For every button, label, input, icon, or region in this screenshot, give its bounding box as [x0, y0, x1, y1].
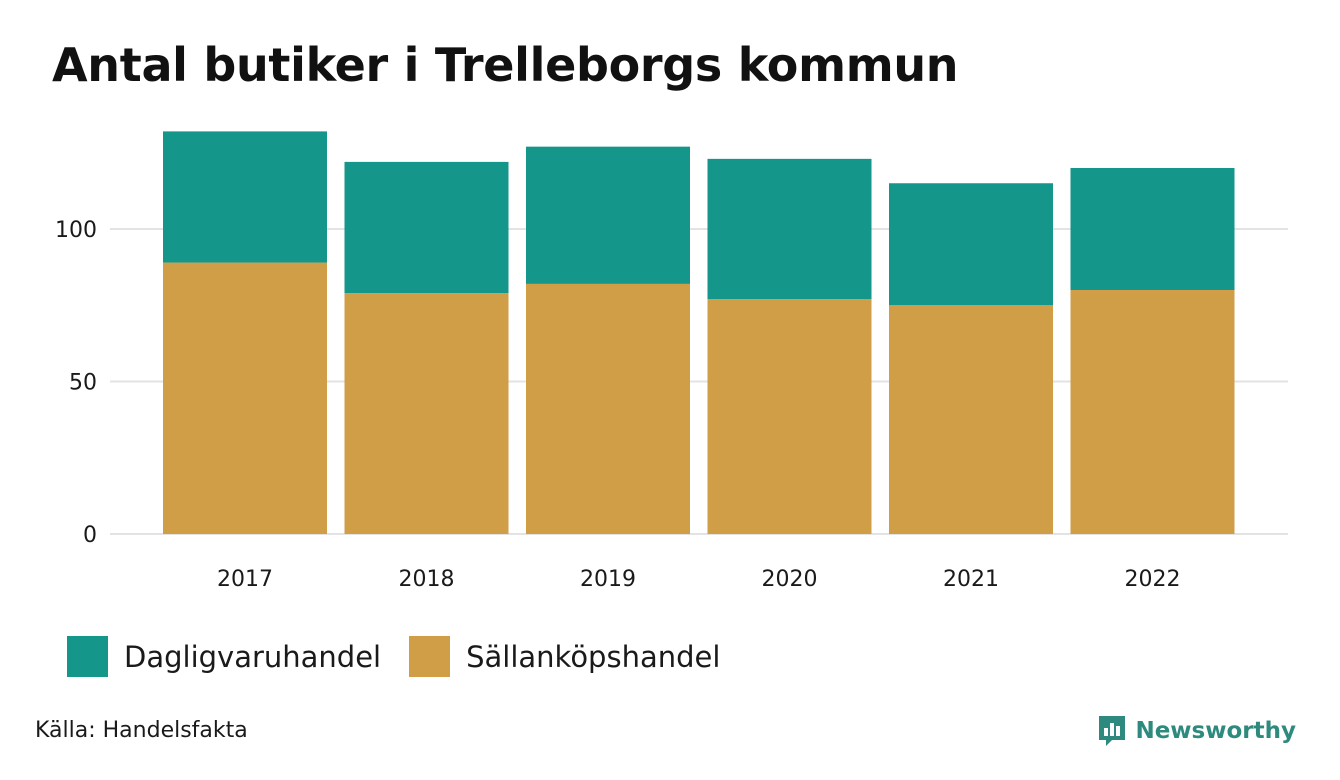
bar-2020-sallankopshandel	[707, 299, 872, 534]
legend-label-dagligvaruhandel: Dagligvaruhandel	[124, 639, 382, 674]
x-tick-label: 2017	[217, 567, 273, 592]
source-note: Källa: Handelsfakta	[35, 718, 248, 743]
legend-item-sallankopshandel: Sällanköpshandel	[409, 636, 720, 677]
bar-2020-dagligvaruhandel	[707, 158, 872, 300]
bar-2019-sallankopshandel	[526, 283, 690, 534]
bar-2017-dagligvaruhandel	[163, 131, 327, 263]
bar-2017-sallankopshandel	[163, 262, 327, 534]
legend: Dagligvaruhandel Sällanköpshandel	[67, 636, 748, 677]
legend-item-dagligvaruhandel: Dagligvaruhandel	[67, 636, 381, 677]
legend-label-sallankopshandel: Sällanköpshandel	[466, 639, 721, 674]
y-axis-ticks: 0 50 100	[55, 218, 97, 548]
x-axis-ticks: 2017 2018 2019 2020 2021 2022	[217, 567, 1181, 592]
newsworthy-chart-icon	[1099, 716, 1126, 746]
brand-name: Newsworthy	[1135, 718, 1296, 744]
bar-2021-sallankopshandel	[889, 305, 1053, 534]
x-tick-label: 2020	[762, 567, 818, 592]
chart-title: Antal butiker i Trelleborgs kommun	[52, 38, 959, 92]
y-tick-label: 0	[83, 523, 97, 548]
brand-logo: Newsworthy	[1097, 714, 1296, 748]
bar-2021-dagligvaruhandel	[889, 183, 1053, 306]
x-tick-label: 2022	[1125, 567, 1181, 592]
legend-swatch-sallankopshandel	[409, 636, 451, 677]
bar-2019-dagligvaruhandel	[526, 146, 690, 284]
x-tick-label: 2018	[399, 567, 455, 592]
x-tick-label: 2019	[580, 567, 636, 592]
y-tick-label: 100	[55, 218, 97, 243]
bars	[163, 131, 1235, 534]
y-tick-label: 50	[69, 371, 97, 396]
bar-2018-sallankopshandel	[344, 293, 509, 534]
bar-2022-dagligvaruhandel	[1070, 168, 1235, 290]
bar-2022-sallankopshandel	[1070, 290, 1235, 534]
bar-2018-dagligvaruhandel	[344, 161, 509, 294]
x-tick-label: 2021	[943, 567, 999, 592]
legend-swatch-dagligvaruhandel	[67, 636, 108, 677]
stacked-bar-chart: 0 50 100 2017 2018 2019 2020 2021 2022	[55, 131, 1288, 592]
